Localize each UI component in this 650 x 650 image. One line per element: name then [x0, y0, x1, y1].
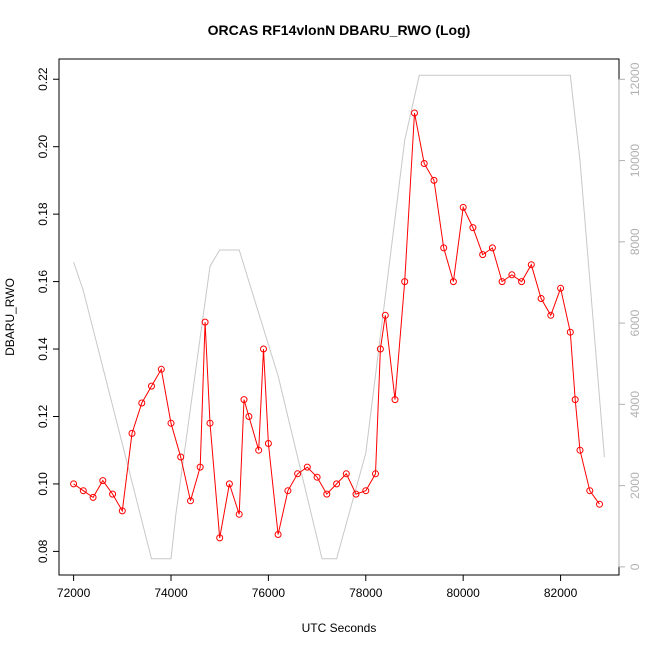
data-point	[372, 470, 379, 478]
data-point	[440, 244, 448, 252]
data-point	[274, 531, 282, 538]
data-point	[508, 271, 516, 279]
data-point	[303, 463, 311, 471]
data-point	[547, 311, 555, 319]
data-point	[449, 278, 457, 286]
y-tick-label: 0.20	[36, 135, 50, 159]
data-point	[362, 487, 370, 495]
x-tick-label: 78000	[349, 586, 383, 600]
data-point	[260, 345, 267, 353]
y2-tick-label: 10000	[628, 144, 642, 178]
y2-tick-label: 8000	[628, 228, 642, 255]
altitude-line	[73, 74, 605, 560]
data-point	[586, 487, 594, 495]
data-point	[576, 446, 584, 454]
data-point	[240, 396, 248, 404]
data-point	[498, 278, 506, 286]
y2-tick-label: 6000	[628, 309, 642, 336]
data-point	[566, 328, 574, 336]
x-axis: 72000 74000 76000 78000 80000 82000	[57, 574, 578, 600]
y-tick-label: 0.16	[36, 270, 50, 294]
data-point	[479, 251, 487, 259]
data-point	[571, 396, 579, 404]
data-point	[323, 490, 331, 498]
data-point	[128, 429, 136, 437]
data-point	[294, 470, 302, 478]
data-point	[352, 490, 360, 498]
data-point	[381, 311, 389, 319]
data-point	[157, 365, 165, 373]
data-point	[411, 109, 418, 117]
data-point	[284, 487, 292, 495]
data-point	[264, 440, 272, 447]
y-tick-label: 0.22	[36, 67, 50, 91]
y2-axis: 0 2000 4000 6000 8000 10000 12000	[618, 62, 642, 570]
data-point	[118, 507, 126, 515]
data-point	[537, 295, 545, 302]
data-point	[313, 473, 321, 481]
data-point	[596, 500, 603, 508]
data-point	[148, 382, 155, 390]
data-point	[235, 510, 243, 518]
y-tick-label: 0.08	[36, 539, 50, 563]
data-point	[518, 278, 526, 286]
y-tick-label: 0.10	[36, 472, 50, 496]
x-axis-label: UTC Seconds	[302, 621, 377, 635]
data-point	[79, 487, 87, 495]
data-point	[401, 278, 409, 286]
altitude-series	[73, 74, 605, 560]
data-point	[99, 477, 107, 485]
data-point	[557, 284, 565, 292]
data-point	[201, 318, 209, 326]
data-point	[333, 480, 341, 488]
x-tick-label: 76000	[252, 586, 286, 600]
data-point	[167, 419, 175, 427]
data-point	[89, 493, 97, 501]
y-axis-label: DBARU_RWO	[3, 278, 17, 356]
data-point	[342, 470, 350, 478]
data-point	[225, 480, 233, 488]
data-point	[109, 490, 117, 498]
data-point	[430, 176, 438, 184]
data-point	[206, 419, 214, 427]
y2-tick-label: 2000	[628, 472, 642, 499]
x-tick-label: 80000	[446, 586, 480, 600]
x-tick-label: 82000	[544, 586, 578, 600]
data-point	[216, 534, 224, 542]
data-lines	[73, 112, 600, 538]
data-point	[391, 396, 399, 404]
data-point	[459, 203, 467, 211]
data-point	[70, 480, 78, 488]
data-point	[488, 244, 496, 252]
y-axis: 0.08 0.10 0.12 0.14 0.16 0.18 0.20 0.22	[36, 67, 60, 563]
y-tick-label: 0.12	[36, 404, 50, 428]
data-point	[196, 463, 204, 471]
x-tick-label: 74000	[154, 586, 188, 600]
x-tick-label: 72000	[57, 586, 91, 600]
data-point	[376, 345, 384, 353]
data-points	[70, 109, 603, 542]
y2-tick-label: 4000	[628, 391, 642, 418]
series-line	[73, 112, 600, 538]
data-point	[245, 413, 253, 420]
data-point	[138, 399, 146, 407]
y-tick-label: 0.18	[36, 202, 50, 226]
chart-title: ORCAS RF14vlonN DBARU_RWO (Log)	[208, 22, 471, 38]
data-point	[469, 224, 477, 232]
data-point	[527, 261, 535, 269]
y2-tick-label: 0	[628, 563, 642, 570]
data-point	[187, 497, 194, 505]
data-point	[177, 453, 185, 461]
data-point	[255, 446, 263, 454]
data-point	[420, 160, 428, 167]
y-tick-label: 0.14	[36, 337, 50, 361]
y2-tick-label: 12000	[628, 62, 642, 96]
